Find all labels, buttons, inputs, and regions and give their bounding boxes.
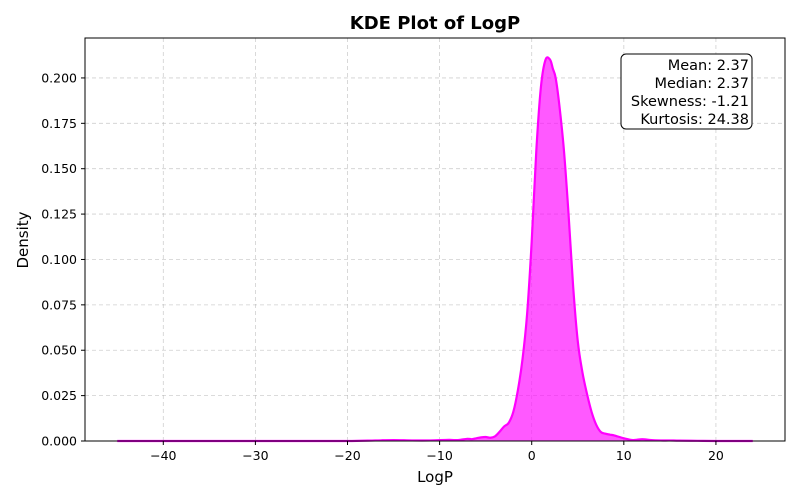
x-tick-label: −20: [334, 448, 360, 463]
y-tick-label: 0.000: [41, 434, 77, 449]
chart-title: KDE Plot of LogP: [350, 13, 520, 34]
y-tick-label: 0.150: [41, 161, 77, 176]
y-axis-ticks: 0.000 0.025 0.050 0.075 0.100 0.125 0.150 0.175…: [41, 70, 85, 449]
stats-box-frame: [620, 53, 753, 130]
y-tick-label: 0.050: [41, 343, 77, 358]
series-layer: [117, 56, 753, 443]
y-axis-label: Density: [14, 211, 32, 268]
y-tick-label: 0.125: [41, 207, 77, 222]
x-tick-label: 10: [616, 448, 632, 463]
x-axis-label: LogP: [417, 468, 453, 486]
y-tick-label: 0.025: [41, 388, 77, 403]
x-tick-label: −10: [426, 448, 452, 463]
y-tick-label: 0.175: [41, 116, 77, 131]
x-tick-label: 0: [528, 448, 536, 463]
stats-box: Mean: 2.37 Median: 2.37 Skewness: -1.21 …: [620, 53, 753, 130]
y-tick-label: 0.075: [41, 297, 77, 312]
x-axis-ticks: −40 −30 −20 −10 0 10 20: [150, 441, 724, 463]
stats-kurtosis: Kurtosis: 24.38: [640, 112, 749, 128]
x-tick-label: 20: [708, 448, 724, 463]
plot-frame: [84, 37, 786, 442]
stats-mean: Mean: 2.37: [668, 58, 749, 74]
stats-skewness: Skewness: -1.21: [631, 94, 749, 110]
kde-line: [117, 56, 753, 443]
y-tick-label: 0.200: [41, 70, 77, 85]
x-tick-label: −30: [242, 448, 268, 463]
y-tick-label: 0.100: [41, 252, 77, 267]
stats-median: Median: 2.37: [654, 76, 749, 92]
x-tick-label: −40: [150, 448, 176, 463]
